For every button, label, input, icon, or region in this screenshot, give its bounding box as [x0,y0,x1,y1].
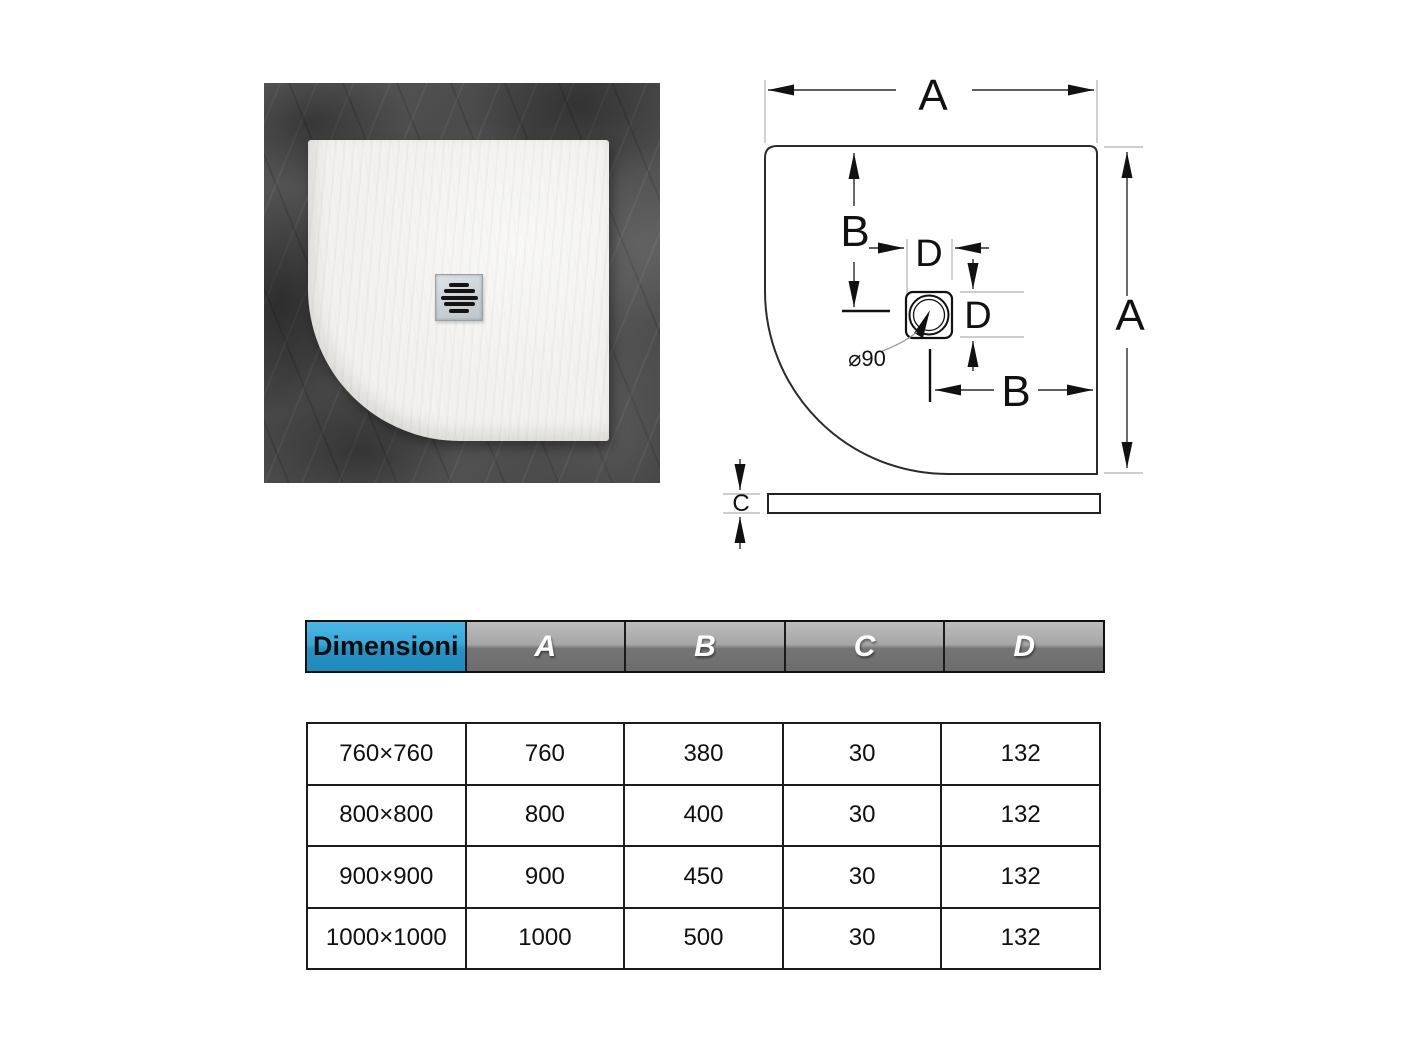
tray-side-profile [767,493,1101,514]
cell-b: 500 [623,908,782,968]
cell-size: 760×760 [339,739,434,767]
label-b-horizontal: B [1001,367,1030,416]
cell-a: 1000 [464,908,624,968]
table-row: 800×800 800 400 30 132 [308,783,1099,845]
col-label: B [694,629,716,663]
cell-size: 1000×1000 [325,924,447,952]
cell-b: 450 [623,847,782,907]
cell-d: 132 [940,724,1099,784]
cell-size: 800×800 [339,801,434,829]
extension-line [764,80,1098,143]
label-drain-diameter: ⌀90 [848,346,886,371]
cell-c: 30 [781,908,941,968]
table-row: 900×900 900 450 30 132 [308,845,1099,907]
extension-line [723,493,760,514]
table-row: 1000×1000 1000 500 30 132 [308,906,1099,968]
product-photo [264,83,660,483]
col-label: A [534,629,557,663]
cell-size: 900×900 [339,862,434,890]
label-a-top: A [918,72,948,120]
label-a-right: A [1115,291,1145,340]
table-header-col-c: C [783,622,944,671]
dimension-diagram: A A B D ⌀90 D B C [723,72,1145,549]
label-d-vertical: D [964,295,991,337]
extension-line [906,239,953,295]
drain-slat [443,289,475,293]
label-d-horizontal: D [915,233,942,275]
cell-c: 30 [781,847,941,907]
drain-symbol [904,290,954,340]
table-header-col-d: D [943,622,1103,671]
label-c-thickness: C [732,490,749,517]
col-label: D [1013,629,1035,663]
drain-circle-outer [908,294,950,336]
drain-slat [440,295,478,300]
cell-c: 30 [781,785,941,845]
cell-b: 400 [623,785,782,845]
extension-line [1104,146,1143,474]
cell-b: 380 [623,724,782,784]
drain-slat [449,308,469,313]
shower-tray [308,140,609,441]
cell-a: 760 [464,724,624,784]
label-b-vertical: B [840,207,869,256]
drain-grate-icon [435,274,483,321]
table-header-col-b: B [624,622,784,671]
dimensions-table: 760×760 760 380 30 132 800×800 800 400 3… [306,722,1101,970]
col-label: C [853,629,876,663]
drain-pointer [914,310,930,338]
drain-slat [449,282,469,287]
extension-line [960,291,1024,338]
table-row: 760×760 760 380 30 132 [308,724,1099,784]
table-header-title: Dimensioni [313,631,459,661]
table-header-col-a: A [464,622,625,671]
cell-d: 132 [940,785,1099,845]
cell-d: 132 [940,908,1099,968]
table-header: Dimensioni A B C D [305,620,1105,673]
leader-line [881,331,918,352]
cell-d: 132 [940,847,1099,907]
cell-a: 800 [464,785,624,845]
table-header-title-cell: Dimensioni [307,622,465,671]
cell-a: 900 [464,847,624,907]
drain-circle-inner [912,298,946,332]
cell-c: 30 [781,724,941,784]
drain-slat [443,302,475,306]
